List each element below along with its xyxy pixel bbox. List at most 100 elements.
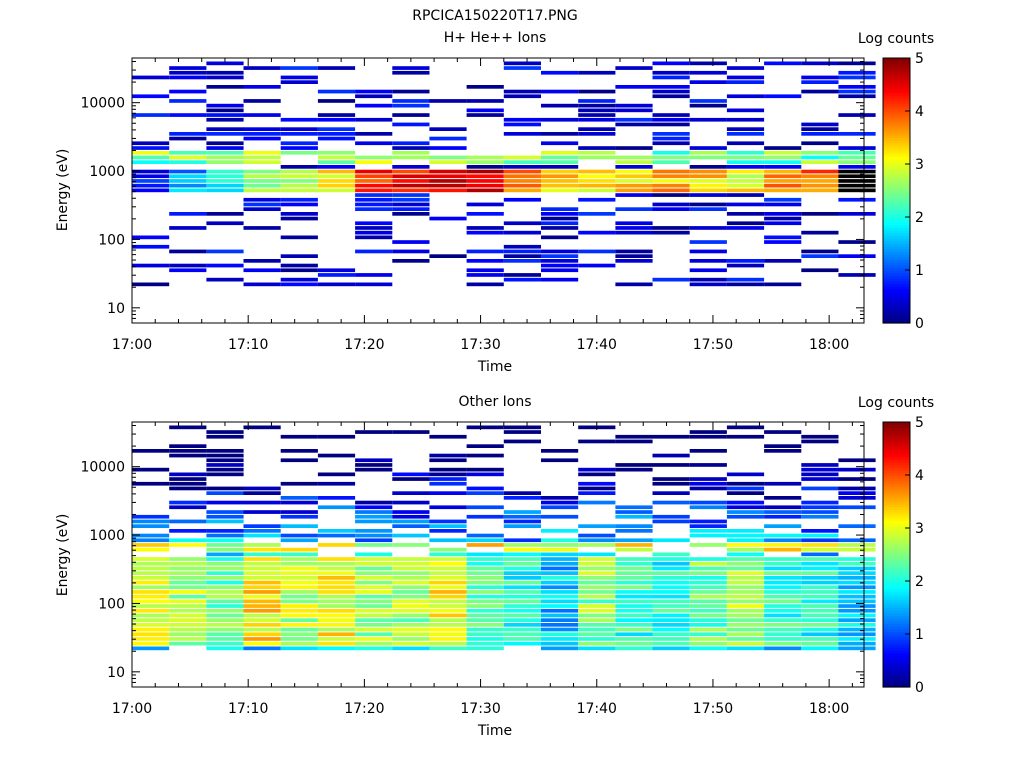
heatmap-cell xyxy=(466,608,504,613)
heatmap-cell xyxy=(280,132,318,136)
heatmap-cell xyxy=(615,543,653,547)
heatmap-cell xyxy=(206,543,244,547)
heatmap-cell xyxy=(726,259,765,263)
heatmap-cell xyxy=(206,449,244,453)
colorbar-segment xyxy=(883,673,910,677)
heatmap-cell xyxy=(392,169,430,174)
heatmap-cell xyxy=(726,500,765,505)
colorbar-segment xyxy=(883,193,910,197)
heatmap-cell xyxy=(726,604,765,608)
heatmap-cell xyxy=(726,486,765,491)
heatmap-cell xyxy=(578,632,616,637)
colorbar-tick-label: 4 xyxy=(915,104,924,120)
heatmap-cell xyxy=(578,590,616,594)
heatmap-cell xyxy=(206,155,244,160)
heatmap-cell xyxy=(541,618,579,622)
heatmap-cell xyxy=(243,160,281,164)
colorbar-segment xyxy=(883,549,910,553)
heatmap-cell xyxy=(169,99,207,103)
heatmap-cell xyxy=(466,226,504,230)
heatmap-cell xyxy=(243,268,281,273)
heatmap-cell xyxy=(280,127,318,131)
heatmap-cell xyxy=(132,641,170,646)
heatmap-cell xyxy=(169,529,207,533)
heatmap-cell xyxy=(541,174,579,179)
heatmap-cell xyxy=(764,514,802,519)
heatmap-cell xyxy=(355,230,393,235)
heatmap-cell xyxy=(169,519,207,524)
heatmap-cell xyxy=(169,538,207,543)
heatmap-cell xyxy=(317,174,356,179)
colorbar-segment xyxy=(883,620,910,624)
heatmap-cell xyxy=(280,165,318,169)
heatmap-cell xyxy=(578,481,616,486)
heatmap-cell xyxy=(466,538,504,543)
heatmap-cell xyxy=(132,566,170,571)
heatmap-cell xyxy=(243,529,281,533)
colorbar-segment xyxy=(883,520,910,524)
heatmap-cell xyxy=(764,430,802,434)
heatmap-cell xyxy=(801,637,839,641)
heatmap-cell xyxy=(578,533,616,538)
heatmap-cell xyxy=(801,623,839,627)
heatmap-cell xyxy=(243,547,281,552)
heatmap-cell xyxy=(689,165,727,169)
heatmap-cell xyxy=(726,132,765,136)
colorbar-segment xyxy=(883,174,910,178)
heatmap-cell xyxy=(206,637,244,641)
heatmap-cell xyxy=(838,197,876,202)
heatmap-cell xyxy=(206,463,244,467)
heatmap-cell xyxy=(206,277,244,282)
heatmap-cell xyxy=(132,524,170,528)
heatmap-cell xyxy=(169,174,207,179)
heatmap-cell xyxy=(689,80,727,84)
heatmap-cell xyxy=(280,216,318,221)
heatmap-cell xyxy=(652,113,690,117)
heatmap-cell xyxy=(652,136,690,141)
heatmap-cell xyxy=(132,547,170,552)
heatmap-cell xyxy=(541,277,579,282)
heatmap-cell xyxy=(801,505,839,510)
heatmap-cell xyxy=(652,637,690,641)
heatmap-cell xyxy=(169,179,207,183)
heatmap-cell xyxy=(726,585,765,590)
heatmap-cell xyxy=(206,249,244,254)
heatmap-cell xyxy=(243,585,281,590)
colorbar-segment xyxy=(883,482,910,487)
heatmap-cell xyxy=(726,481,765,486)
heatmap-cell xyxy=(503,197,541,202)
heatmap-cell xyxy=(578,552,616,557)
heatmap-cell xyxy=(578,169,616,174)
heatmap-cell xyxy=(503,543,541,547)
heatmap-cell xyxy=(503,179,541,183)
heatmap-cell xyxy=(801,179,839,183)
colorbar-segment xyxy=(883,631,910,635)
colorbar-tick-label: 5 xyxy=(915,51,924,67)
colorbar-segment xyxy=(883,76,910,80)
heatmap-cell xyxy=(466,165,504,169)
heatmap-cell xyxy=(578,641,616,646)
heatmap-cell xyxy=(317,571,356,575)
heatmap-cell xyxy=(355,141,393,146)
heatmap-cell xyxy=(764,524,802,528)
heatmap-cell xyxy=(392,472,430,477)
heatmap-cell xyxy=(169,472,207,477)
heatmap-cell xyxy=(429,566,467,571)
heatmap-cell xyxy=(169,75,207,80)
x-tick-label: 17:20 xyxy=(344,701,384,717)
heatmap-cell xyxy=(541,561,579,566)
heatmap-cell xyxy=(280,585,318,590)
heatmap-cell xyxy=(541,566,579,571)
heatmap-cell xyxy=(764,496,802,500)
heatmap-cell xyxy=(578,113,616,117)
heatmap-cell xyxy=(355,174,393,179)
heatmap-cell xyxy=(726,590,765,594)
heatmap-cell xyxy=(541,226,579,230)
heatmap-cell xyxy=(726,425,765,430)
heatmap-cell xyxy=(652,207,690,211)
colorbar-segment xyxy=(883,317,910,321)
colorbar-segment xyxy=(883,121,910,125)
colorbar-segment xyxy=(883,195,910,200)
heatmap-cell xyxy=(280,538,318,543)
heatmap-cell xyxy=(132,467,170,472)
